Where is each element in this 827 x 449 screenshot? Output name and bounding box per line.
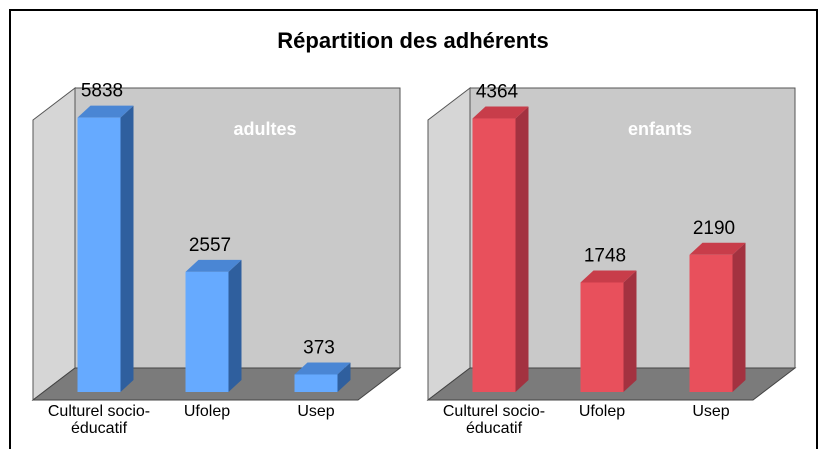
bar-top [294, 362, 351, 375]
side-wall [32, 86, 76, 402]
bar [294, 374, 338, 392]
bar [185, 271, 229, 392]
bar-top [472, 106, 529, 119]
bar-side [120, 105, 134, 392]
value-label: 5838 [81, 81, 123, 102]
bar-side [732, 242, 746, 392]
x-tick-label: Ufolep [578, 403, 626, 420]
x-tick-label: Usep [692, 403, 730, 420]
bar-side [228, 259, 242, 392]
bar-top [689, 242, 746, 255]
value-label: 2190 [693, 218, 735, 239]
bar [77, 117, 121, 392]
value-label: 4364 [476, 82, 519, 103]
x-tick-label: Culturel socio-éducatif [442, 403, 546, 437]
x-tick-label: Ufolep [183, 403, 231, 420]
legend-label: adultes [233, 119, 296, 139]
bar-top [580, 270, 637, 283]
bar [580, 282, 624, 392]
side-wall [427, 86, 471, 402]
bar-side [337, 362, 351, 392]
bar [472, 118, 516, 392]
x-tick-label: Usep [297, 403, 335, 420]
value-label: 1748 [584, 245, 626, 266]
chart-title: Répartition des adhérents [277, 28, 548, 53]
bar-side [515, 106, 529, 392]
bar-side [623, 270, 637, 392]
x-tick-label: Culturel socio-éducatif [47, 403, 151, 437]
value-label: 2557 [189, 235, 231, 256]
value-label: 373 [303, 337, 335, 358]
bar [689, 254, 733, 392]
bar-top [185, 259, 242, 272]
legend-label: enfants [628, 119, 692, 139]
bar-top [77, 105, 134, 118]
